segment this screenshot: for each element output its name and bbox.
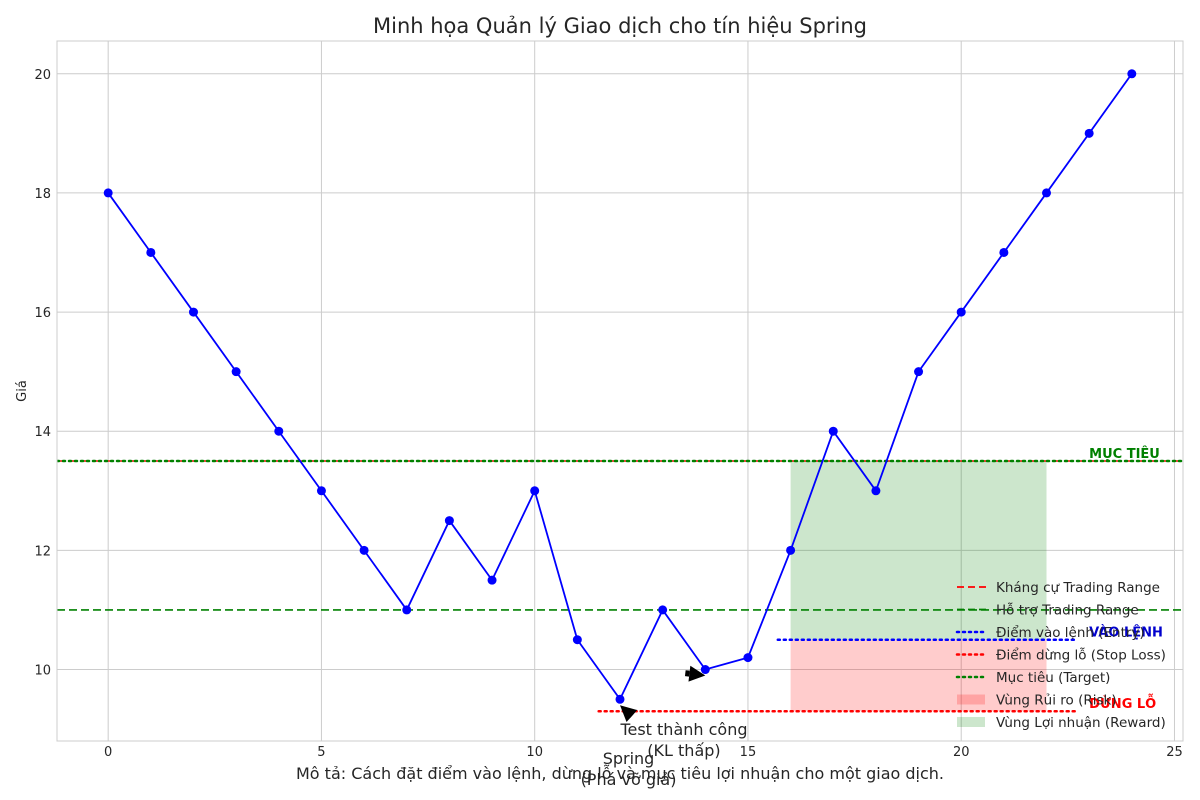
x-tick-label: 10 bbox=[526, 745, 543, 760]
y-tick-label: 12 bbox=[34, 544, 51, 559]
price-point bbox=[658, 605, 668, 615]
chart-title: Minh họa Quản lý Giao dịch cho tín hiệu … bbox=[373, 14, 867, 38]
level-labels: VÀO LỆNH DỪNG LỖ MỤC TIÊU bbox=[1089, 446, 1163, 712]
price-point bbox=[402, 605, 412, 615]
price-point bbox=[530, 486, 540, 496]
annotation-arrow-head bbox=[688, 665, 706, 682]
x-tick-label: 5 bbox=[317, 745, 325, 760]
price-point bbox=[572, 635, 582, 645]
price-point bbox=[487, 575, 497, 585]
plot-area bbox=[57, 41, 1183, 741]
x-tick-label: 15 bbox=[740, 745, 757, 760]
legend-entry-label: Điểm vào lệnh (Entry) bbox=[996, 624, 1145, 641]
level-label: VÀO LỆNH bbox=[1089, 625, 1163, 641]
price-point bbox=[316, 486, 326, 496]
price-point bbox=[615, 694, 625, 704]
x-tick-label: 25 bbox=[1166, 745, 1183, 760]
y-tick-label: 18 bbox=[34, 187, 51, 202]
chart-caption: Mô tả: Cách đặt điểm vào lệnh, dừng lỗ v… bbox=[296, 764, 944, 783]
regions bbox=[790, 461, 1047, 712]
price-point bbox=[1084, 128, 1094, 138]
legend: Kháng cự Trading Range Hỗ trợ Trading Ran… bbox=[955, 580, 1166, 731]
y-axis-label: Giá bbox=[15, 380, 30, 402]
price-point bbox=[700, 665, 710, 675]
legend-swatch-patch bbox=[957, 694, 985, 705]
price-point bbox=[956, 307, 966, 317]
price-point bbox=[359, 545, 369, 555]
price-point bbox=[871, 486, 881, 496]
legend-entry-label: Vùng Lợi nhuận (Reward) bbox=[996, 715, 1166, 731]
level-label: DỪNG LỖ bbox=[1089, 694, 1156, 712]
price-point bbox=[444, 516, 454, 526]
horizontal-lines bbox=[57, 459, 1183, 713]
price-point bbox=[231, 367, 241, 377]
annotation-text: Test thành công bbox=[619, 720, 747, 739]
y-tick-label: 14 bbox=[34, 425, 51, 440]
series-layer bbox=[103, 69, 1137, 704]
grid bbox=[57, 41, 1183, 741]
price-point bbox=[1127, 69, 1137, 79]
price-point bbox=[743, 653, 753, 663]
price-point bbox=[146, 247, 156, 257]
price-point bbox=[274, 426, 284, 436]
legend-entry-label: Mục tiêu (Target) bbox=[996, 670, 1110, 686]
legend-entry-label: Hỗ trợ Trading Range bbox=[996, 602, 1139, 619]
price-point bbox=[914, 367, 924, 377]
y-tick-label: 10 bbox=[34, 664, 51, 679]
y-tick-label: 20 bbox=[34, 68, 51, 83]
plot-border bbox=[56, 40, 1184, 742]
price-point bbox=[103, 188, 113, 198]
y-tick-label: 16 bbox=[34, 306, 51, 321]
level-label: MỤC TIÊU bbox=[1089, 446, 1160, 462]
annotation-text: Spring bbox=[603, 749, 655, 768]
legend-entry-label: Vùng Rủi ro (Risk) bbox=[996, 693, 1117, 709]
price-point bbox=[188, 307, 198, 317]
legend-swatch-patch bbox=[957, 717, 985, 727]
price-point bbox=[828, 426, 838, 436]
x-tick-label: 0 bbox=[104, 745, 112, 760]
annotation-text: (Phá vỡ giả) bbox=[581, 770, 677, 789]
reward-region bbox=[790, 461, 1047, 640]
legend-entry-label: Điểm dừng lỗ (Stop Loss) bbox=[996, 647, 1166, 664]
x-tick-label: 20 bbox=[953, 745, 970, 760]
ticks: 0 5 10 15 20 25 10 12 14 16 18 20 bbox=[34, 68, 1182, 760]
annotations: Spring (Phá vỡ giả) Test thành công (KL thấ… bbox=[581, 665, 748, 789]
price-point bbox=[1042, 188, 1052, 198]
legend-entry-label: Kháng cự Trading Range bbox=[996, 580, 1160, 596]
risk-region bbox=[790, 639, 1047, 712]
annotation-text: (KL thấp) bbox=[647, 741, 720, 760]
price-point bbox=[999, 247, 1009, 257]
price-point bbox=[786, 545, 796, 555]
annotation-arrow-head bbox=[620, 705, 638, 722]
